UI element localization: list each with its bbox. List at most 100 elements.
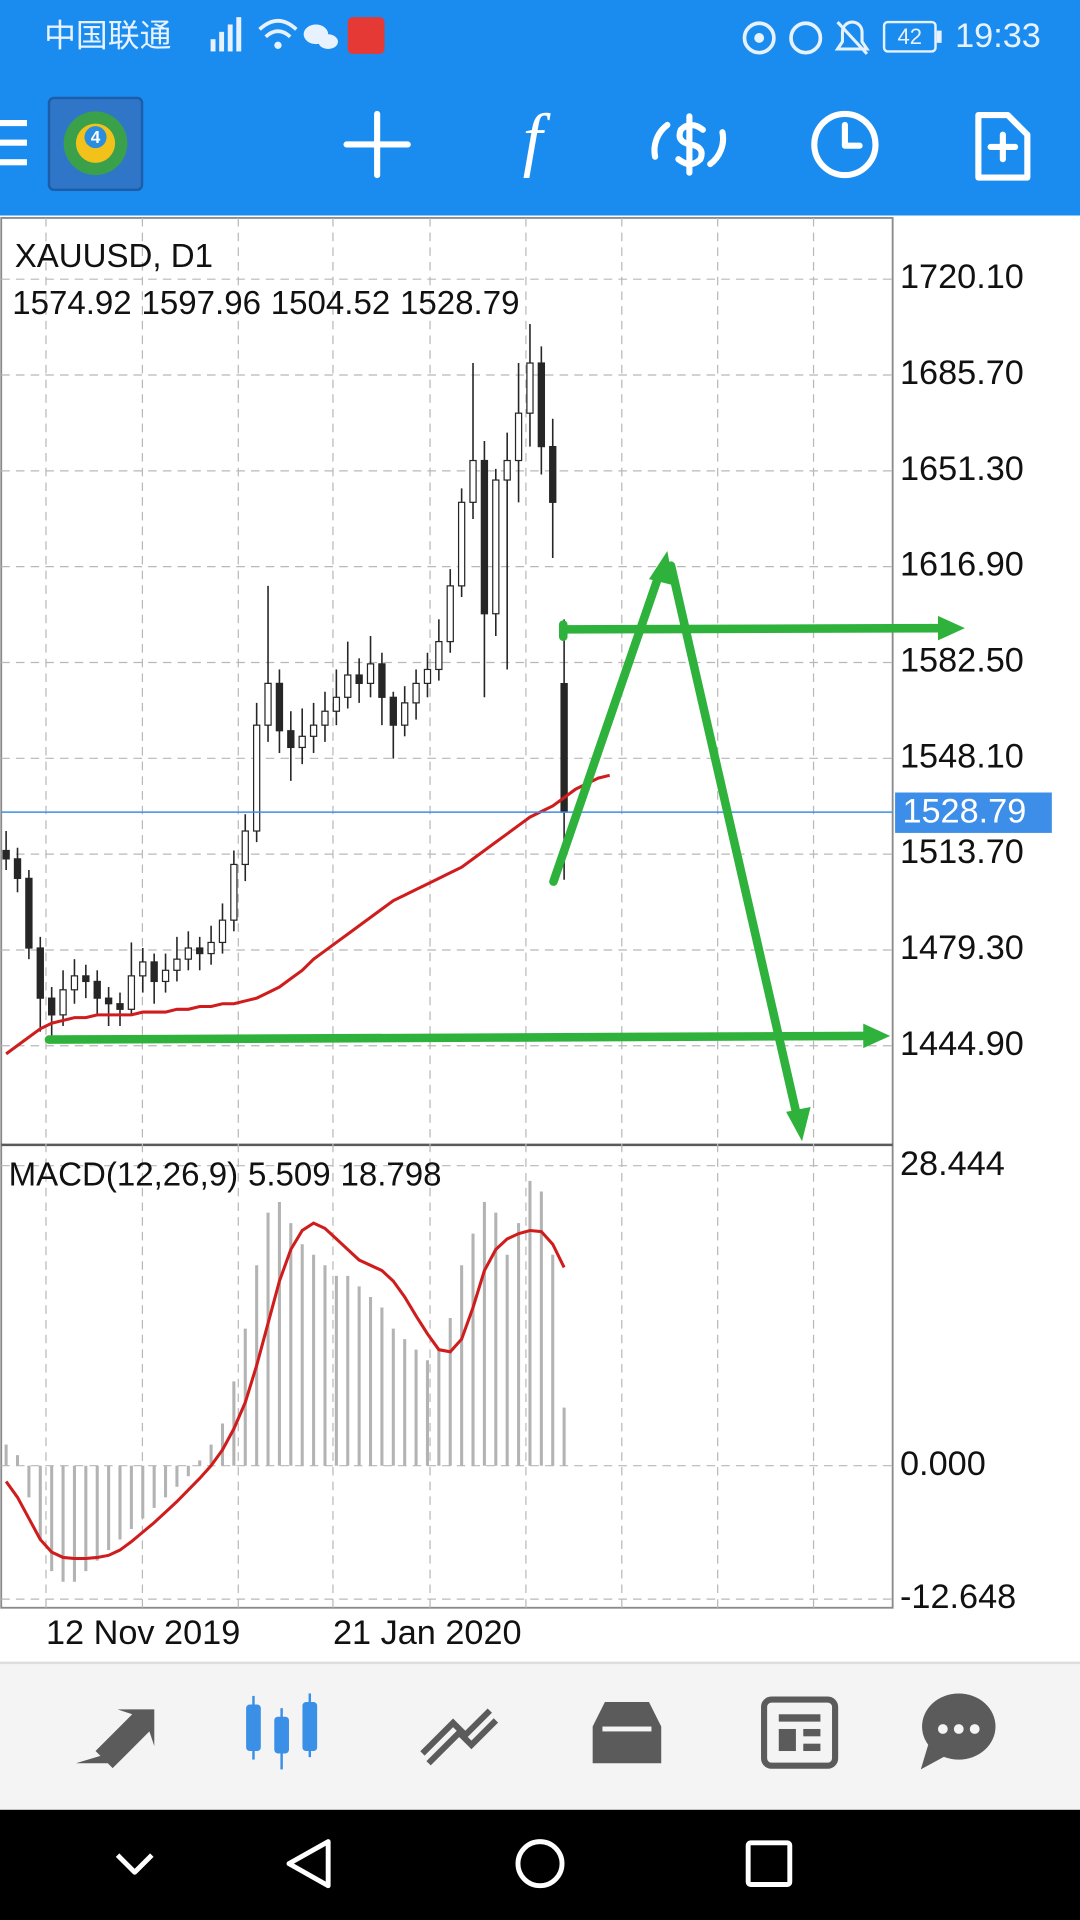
candle-body: [127, 975, 136, 1010]
candle-body: [139, 961, 147, 977]
y-tick-label: 1651.30: [900, 450, 1024, 488]
candle-body: [275, 682, 284, 732]
candle-body: [344, 674, 352, 698]
candle-body: [173, 958, 181, 971]
y-tick-label: 1720.10: [900, 258, 1024, 296]
menu-button[interactable]: [0, 120, 27, 166]
candle-body: [537, 362, 546, 448]
x-tick-label: 12 Nov 2019: [46, 1614, 240, 1652]
candle-body: [252, 724, 261, 832]
candle-body: [526, 362, 534, 414]
macd-title: MACD(12,26,9) 5.509 18.798: [9, 1156, 442, 1193]
drawn-arrows: [44, 551, 965, 1142]
candle-body: [549, 445, 557, 503]
candle-body: [2, 849, 10, 860]
low: 1504.52: [271, 285, 390, 322]
candle-body: [13, 858, 22, 879]
candle-body: [480, 459, 489, 615]
chart-frame: [0, 217, 894, 1609]
system-nav: [0, 1809, 1080, 1920]
y-tick-label: 1548.10: [900, 737, 1024, 775]
recents-button[interactable]: [745, 1840, 793, 1887]
timeframe-button[interactable]: [811, 110, 879, 179]
svg-text:4: 4: [91, 127, 101, 147]
y-tick-label: 1479.30: [900, 929, 1024, 967]
trade-button[interactable]: [651, 113, 727, 176]
macd-name: MACD(12,26,9): [9, 1156, 239, 1193]
hide-button[interactable]: [115, 1853, 154, 1875]
open: 1574.92: [12, 285, 131, 322]
chat-tab[interactable]: [920, 1693, 996, 1770]
plot: [1, 217, 893, 1608]
symbol-title: XAUUSD, D1: [15, 238, 213, 275]
candle-body: [332, 696, 341, 712]
battery-level: 42: [898, 24, 923, 49]
candle-body: [161, 969, 170, 983]
candle-body: [492, 479, 500, 615]
signal-line: [4, 1221, 566, 1561]
candle-body: [25, 877, 33, 949]
price-tag-label: 1528.79: [902, 792, 1026, 830]
candle-body: [207, 941, 215, 955]
crosshair-button[interactable]: [343, 110, 411, 179]
candle-body: [264, 682, 272, 726]
bottom-nav: [0, 1662, 1080, 1810]
back-button[interactable]: [286, 1839, 331, 1889]
close: 1528.79: [400, 285, 519, 322]
y-tick-label: -12.648: [900, 1578, 1016, 1616]
clock: 19:33: [955, 17, 1041, 55]
macd-value: 5.509: [248, 1156, 331, 1193]
candle-body: [298, 735, 306, 749]
candle-body: [36, 947, 44, 999]
candle-body: [514, 412, 523, 462]
new-order-button[interactable]: [975, 112, 1031, 181]
candle-body: [287, 730, 295, 749]
candle-body: [469, 459, 477, 503]
moving-average: [5, 773, 611, 1056]
x-tick-label: 21 Jan 2020: [333, 1614, 522, 1652]
signal-value: 18.798: [340, 1156, 441, 1193]
candle-body: [446, 585, 454, 643]
home-button[interactable]: [515, 1839, 565, 1889]
candle-body: [196, 947, 204, 955]
y-tick-label: 1582.50: [900, 642, 1024, 680]
candle-body: [150, 961, 158, 983]
candle-body: [435, 640, 443, 671]
candle-body: [93, 980, 101, 999]
app-header: [0, 0, 1080, 216]
app-logo[interactable]: 4: [47, 96, 144, 192]
candle-body: [503, 459, 511, 481]
candle-body: [116, 1003, 124, 1010]
y-tick-label: 1685.70: [900, 354, 1024, 392]
candle-body: [401, 702, 409, 726]
history-tab[interactable]: [592, 1702, 662, 1764]
ohlc-readout: 1574.92 1597.96 1504.52 1528.79: [12, 285, 519, 322]
candle-body: [59, 989, 67, 1016]
price-tag: [895, 792, 1052, 833]
candle-body: [70, 975, 79, 991]
chart-tab[interactable]: [246, 1693, 318, 1770]
news-tab[interactable]: [761, 1696, 839, 1769]
candle-body: [355, 674, 363, 684]
high: 1597.96: [142, 285, 261, 322]
candle-body: [378, 663, 386, 698]
candle-body: [230, 863, 238, 921]
y-tick-label: 28.444: [900, 1145, 1005, 1183]
candle-body: [82, 975, 90, 983]
candle-body: [560, 682, 568, 813]
trade-tab[interactable]: [420, 1708, 499, 1766]
carrier: 中国联通: [44, 17, 171, 53]
y-tick-label: 1513.70: [900, 833, 1024, 871]
candle-body: [412, 682, 420, 704]
candle-body: [48, 997, 56, 1016]
y-tick-label: 1444.90: [900, 1025, 1024, 1063]
candle-body: [241, 830, 249, 866]
candle-body: [366, 663, 375, 684]
candle-body: [389, 696, 397, 726]
quotes-tab[interactable]: [75, 1709, 155, 1769]
y-tick-label: 0.000: [900, 1445, 986, 1483]
candle-body: [423, 668, 432, 684]
candle-body: [309, 724, 318, 737]
